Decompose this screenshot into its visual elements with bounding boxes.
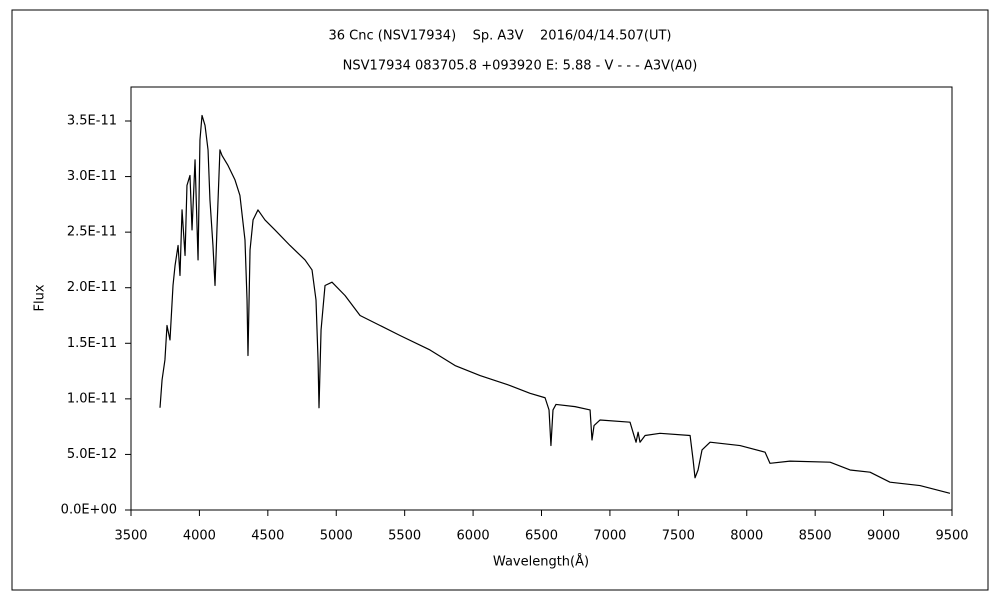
x-tick-label: 3500 xyxy=(114,529,147,544)
y-tick-label: 1.5E-11 xyxy=(67,336,117,351)
y-tick-label: 5.0E-12 xyxy=(67,447,117,462)
y-tick-label: 3.5E-11 xyxy=(67,114,117,129)
x-tick-label: 6500 xyxy=(525,529,558,544)
x-tick-label: 8500 xyxy=(799,529,832,544)
chart-title: 36 Cnc (NSV17934) Sp. A3V 2016/04/14.507… xyxy=(329,29,672,44)
y-tick-label: 0.0E+00 xyxy=(61,503,117,518)
x-tick-label: 7500 xyxy=(662,529,695,544)
spectrum-line xyxy=(159,114,951,494)
x-tick-label: 6000 xyxy=(457,529,490,544)
x-tick-label: 7000 xyxy=(593,529,626,544)
y-tick-label: 2.0E-11 xyxy=(67,280,117,295)
y-tick-label: 2.5E-11 xyxy=(67,225,117,240)
x-axis-label: Wavelength(Å) xyxy=(493,554,589,570)
frame xyxy=(11,9,989,591)
x-tick-label: 9500 xyxy=(935,529,968,544)
x-tick-label: 5000 xyxy=(320,529,353,544)
x-tick-label: 5500 xyxy=(388,529,421,544)
y-axis-label: Flux xyxy=(33,284,48,311)
x-tick-label: 9000 xyxy=(867,529,900,544)
x-tick-label: 4500 xyxy=(251,529,284,544)
chart-subtitle: NSV17934 083705.8 +093920 E: 5.88 - V - … xyxy=(343,59,698,74)
y-tick-label: 1.0E-11 xyxy=(67,391,117,406)
x-tick-label: 4000 xyxy=(183,529,216,544)
x-tick-label: 8000 xyxy=(730,529,763,544)
y-tick-label: 3.0E-11 xyxy=(67,169,117,184)
